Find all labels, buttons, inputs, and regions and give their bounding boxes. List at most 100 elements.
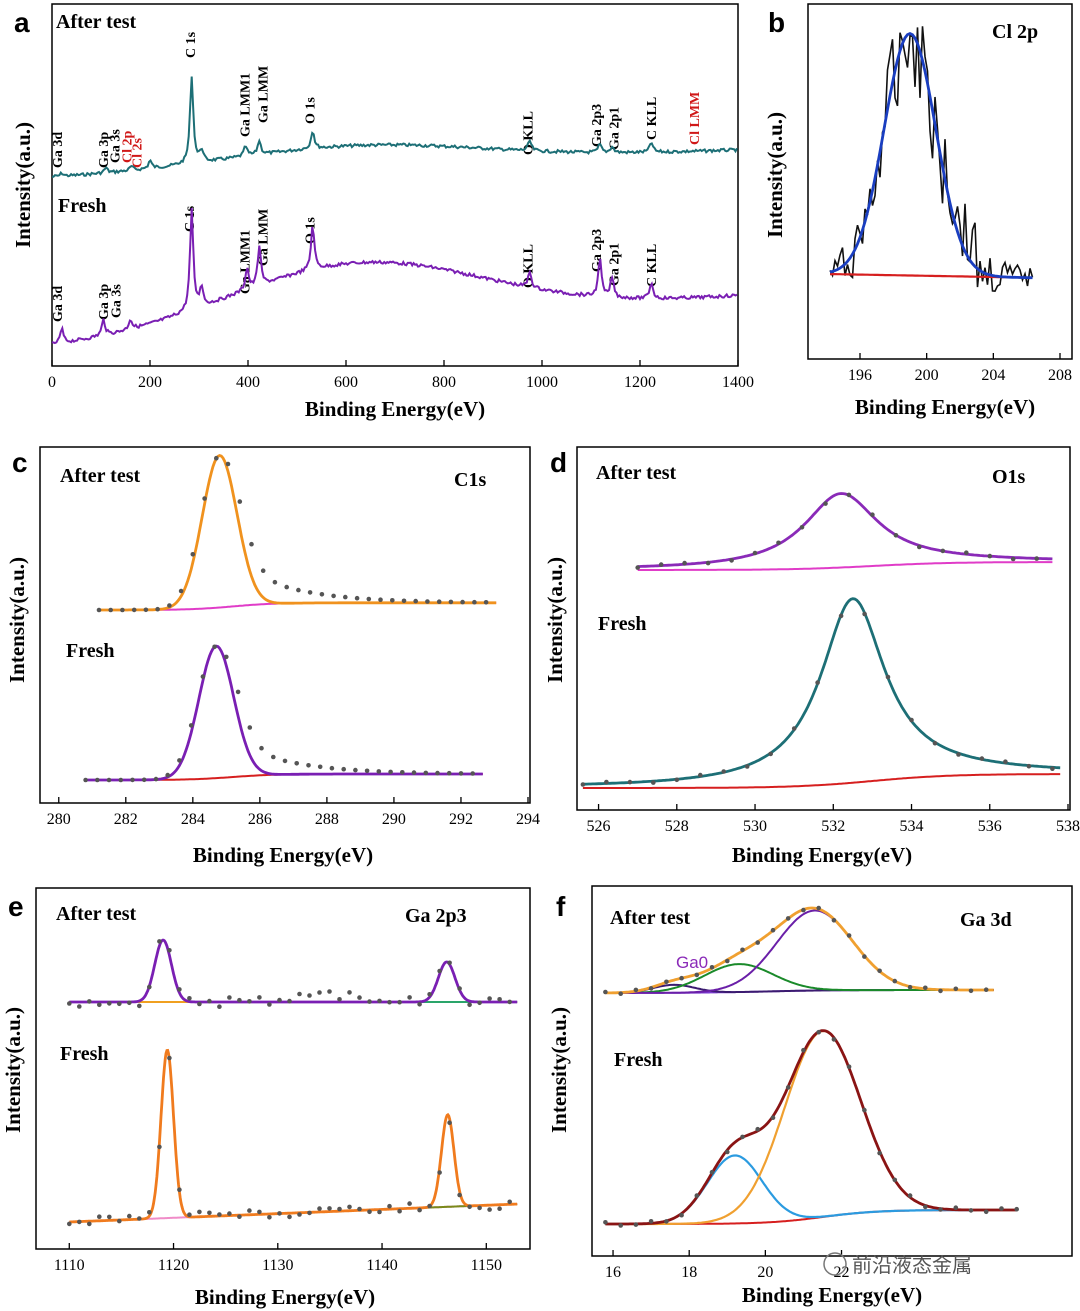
ga2p3-data-point	[127, 1213, 132, 1219]
ga3d-fresh-data-point	[725, 1149, 730, 1155]
c1s-data-point	[260, 568, 266, 573]
ga2p3-data-point	[147, 1210, 152, 1215]
panel-d-x-ticks: 526 528 530 532 534 536 538	[587, 804, 1080, 835]
panel-d-frame	[576, 446, 1071, 811]
panel-b-x-ticks: 196 200 204 208	[848, 353, 1072, 384]
c1s-data-point	[224, 654, 229, 660]
ga3d-after-data-point	[953, 986, 959, 992]
panel-e: e After test Fresh Ga 2p3 1110 1120 1130 11…	[1, 887, 531, 1309]
c1s-fit	[99, 453, 497, 612]
c1s-data-point	[200, 674, 206, 679]
ga2p3-fit	[69, 938, 518, 1004]
c1s-data-point	[155, 606, 160, 612]
c1s-data-point	[425, 599, 430, 604]
o1s-data-point	[729, 558, 734, 563]
panel-c: c After test Fresh C1s 280 282 284 286 288 29…	[5, 446, 540, 867]
panel-c-tick-label: 284	[181, 811, 205, 828]
ga2p3-data-point	[197, 1209, 202, 1215]
ga3d-after-data-point	[846, 933, 852, 938]
panel-a-peak-label: Ga 2p3	[590, 229, 605, 272]
c1s-data-point	[178, 588, 184, 594]
panel-b: b Cl 2p 196 200 204 208 Binding Energy(eV) …	[763, 3, 1073, 419]
ga2p3-data-point	[467, 1002, 472, 1008]
panel-c-label: c	[12, 447, 28, 478]
ga2p3-data-point	[397, 1208, 402, 1214]
series-after-test	[52, 76, 738, 178]
c1s-data-point	[331, 593, 336, 599]
ga2p3-data-point	[167, 948, 172, 953]
ga2p3-data-point	[97, 1214, 102, 1219]
c1s-data-point	[307, 590, 313, 595]
ga3d-after-envelope	[605, 906, 994, 995]
o1s-data-point	[885, 674, 891, 680]
panel-d-title: O1s	[992, 466, 1026, 488]
ga3d-after-data-point	[770, 927, 776, 933]
ga2p3-data-point	[317, 990, 322, 995]
panel-c-tick-label: 292	[449, 811, 473, 828]
o1s-data-point	[940, 548, 946, 554]
ga3d-after-data-point	[648, 986, 654, 991]
ga2p3-data-point	[357, 995, 362, 1000]
c1s-data-point	[460, 599, 465, 605]
ga3d-fresh-data-point	[694, 1193, 700, 1198]
panel-e-fresh-label: Fresh	[60, 1043, 109, 1065]
ga2p3-data-point	[267, 1215, 272, 1220]
c1s-data-point	[317, 764, 323, 770]
ga3d-fresh-data-point	[785, 1085, 791, 1090]
ga2p3-data-point	[367, 999, 372, 1004]
panel-c-fresh-label: Fresh	[66, 640, 115, 662]
ga2p3-data-point	[197, 1001, 202, 1007]
panel-b-tick-label: 204	[981, 367, 1005, 384]
panel-d-tick-label: 536	[978, 818, 1002, 835]
panel-b-tick-label: 196	[848, 367, 872, 384]
panel-a-peak-label: Ga 3s	[110, 284, 125, 318]
ga3d-fresh-data-point	[999, 1206, 1004, 1211]
ga2p3-data-point	[157, 1144, 162, 1150]
panel-a-peak-label: Ga LMM1	[239, 230, 254, 294]
o1s-data-point	[862, 611, 867, 617]
c1s-data-point	[282, 758, 288, 764]
ga2p3-data-point	[87, 1221, 92, 1227]
ga2p3-data-point	[217, 1004, 222, 1009]
c1s-data-point	[353, 767, 358, 773]
o1s-data-point	[580, 782, 586, 787]
ga2p3-data-point	[177, 1187, 182, 1192]
ga2p3-data-point	[147, 984, 152, 990]
o1s-data-point	[987, 553, 993, 559]
ga2p3-data-point	[457, 986, 462, 991]
ga2p3-data-point	[337, 1206, 342, 1212]
c1s-data-point	[341, 766, 347, 772]
panel-a-tick-label: 800	[432, 374, 456, 391]
ga3d-fresh-data-point	[664, 1219, 669, 1224]
panel-b-frame	[807, 3, 1073, 360]
panel-d-tick-label: 526	[587, 818, 611, 835]
panel-d-tick-label: 532	[821, 818, 845, 835]
c1s-data-point	[120, 607, 125, 613]
ga3d-after-data-point	[725, 958, 730, 964]
ga2p3-data-point	[227, 995, 232, 1000]
panel-a-peak-label: O 1s	[304, 97, 319, 124]
c1s-data-point	[401, 598, 407, 604]
panel-e-after-label: After test	[56, 903, 136, 925]
c1s-data-point	[448, 599, 454, 605]
panel-a-tick-label: 1000	[526, 374, 558, 391]
wechat-icon	[823, 1252, 847, 1276]
panel-e-label: e	[8, 891, 24, 922]
panel-a-tick-label: 1200	[624, 374, 656, 391]
c1s-data-point	[271, 754, 276, 760]
c1s-data-point	[249, 541, 254, 547]
panel-c-tick-label: 286	[248, 811, 272, 828]
ga2p3-data-point	[507, 1199, 512, 1205]
ga3d-fresh-data-point	[618, 1223, 623, 1228]
panel-d-tick-label: 538	[1056, 818, 1080, 835]
ga2p3-data-point	[327, 1206, 332, 1211]
ga3d-fresh-data-point	[862, 1107, 867, 1113]
panel-c-tick-label: 290	[382, 811, 406, 828]
panel-d-after-label: After test	[596, 462, 676, 484]
ga3d-fresh-data-point	[648, 1219, 654, 1224]
panel-e-tick-label: 1130	[262, 1257, 293, 1274]
panel-f: f After test Fresh Ga 3d Ga0 16 18 20 22 Bi…	[547, 885, 1073, 1307]
panel-b-tick-label: 208	[1048, 367, 1072, 384]
ga3d-after-data-point	[923, 985, 928, 991]
